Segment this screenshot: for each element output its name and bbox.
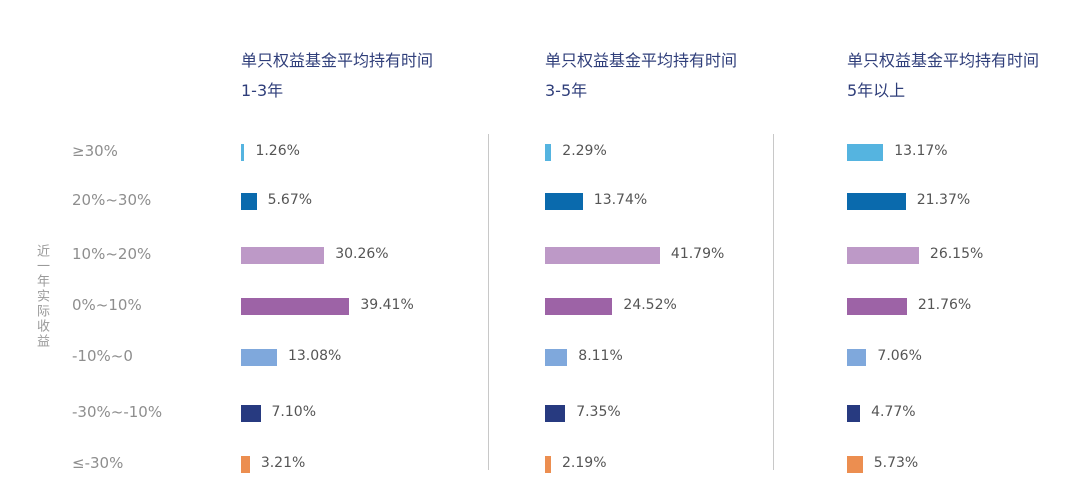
category-label: -30%~-10% — [72, 403, 163, 421]
side-label: 近一年实际收益 — [34, 244, 49, 349]
value-label-panel-2: 2.29% — [562, 143, 607, 159]
value-label-panel-2: 41.79% — [670, 246, 725, 262]
bar-panel-2 — [545, 349, 568, 366]
panel-2-title-line2: 3-5年 — [545, 81, 588, 100]
value-label-panel-1: 39.41% — [360, 297, 414, 313]
value-label-panel-3: 4.77% — [871, 404, 916, 420]
bar-panel-1 — [241, 456, 250, 473]
value-label-panel-3: 21.37% — [916, 192, 971, 208]
bar-panel-3 — [847, 193, 906, 210]
bar-panel-1 — [241, 144, 245, 161]
value-label-panel-2: 2.19% — [562, 455, 607, 471]
value-label-panel-2: 7.35% — [576, 404, 621, 420]
value-label-panel-3: 5.73% — [873, 455, 919, 471]
bar-panel-3 — [847, 456, 863, 473]
panel-3-title-line1: 单只权益基金平均持有时间 — [847, 51, 1040, 70]
bar-panel-2 — [545, 247, 660, 264]
bar-panel-1 — [241, 247, 325, 264]
bar-panel-1 — [241, 405, 261, 422]
panel-3-title-line2: 5年以上 — [847, 81, 906, 100]
bar-panel-3 — [847, 298, 907, 315]
category-label: -10%~0 — [72, 347, 133, 365]
bar-panel-3 — [847, 247, 919, 264]
category-label: 10%~20% — [72, 245, 152, 263]
value-label-panel-3: 7.06% — [877, 348, 922, 364]
panel-divider-1 — [488, 134, 489, 470]
category-label: ≤-30% — [72, 454, 124, 472]
bar-panel-2 — [545, 193, 583, 210]
bar-panel-2 — [545, 144, 552, 161]
value-label-panel-3: 21.76% — [917, 297, 972, 313]
category-label: 20%~30% — [72, 191, 152, 209]
category-label: ≥30% — [72, 142, 118, 160]
value-label-panel-2: 8.11% — [578, 348, 623, 364]
panel-divider-2 — [773, 134, 774, 470]
panel-1-title-line2: 1-3年 — [241, 81, 284, 100]
bar-panel-3 — [847, 405, 861, 422]
bar-panel-1 — [241, 298, 350, 315]
value-label-panel-1: 1.26% — [255, 143, 300, 159]
panel-3-title: 单只权益基金平均持有时间 5年以上 — [847, 46, 1039, 106]
panel-1-title-line1: 单只权益基金平均持有时间 — [241, 51, 434, 70]
bar-panel-2 — [545, 456, 552, 473]
panel-2-title-line1: 单只权益基金平均持有时间 — [545, 51, 738, 70]
value-label-panel-2: 24.52% — [623, 297, 677, 313]
panel-1-title: 单只权益基金平均持有时间 1-3年 — [241, 46, 433, 106]
bar-panel-1 — [241, 349, 277, 366]
panel-2-title: 单只权益基金平均持有时间 3-5年 — [545, 46, 737, 106]
value-label-panel-1: 3.21% — [260, 455, 306, 471]
value-label-panel-3: 13.17% — [894, 143, 948, 159]
value-label-panel-3: 26.15% — [929, 246, 984, 262]
value-label-panel-2: 13.74% — [593, 192, 648, 208]
value-label-panel-1: 30.26% — [335, 246, 389, 262]
category-label: 0%~10% — [72, 296, 142, 314]
bar-panel-1 — [241, 193, 257, 210]
bar-panel-3 — [847, 349, 867, 366]
bar-panel-3 — [847, 144, 884, 161]
value-label-panel-1: 13.08% — [287, 348, 342, 364]
bar-panel-2 — [545, 298, 613, 315]
value-label-panel-1: 5.67% — [267, 192, 313, 208]
value-label-panel-1: 7.10% — [271, 404, 316, 420]
bar-panel-2 — [545, 405, 566, 422]
